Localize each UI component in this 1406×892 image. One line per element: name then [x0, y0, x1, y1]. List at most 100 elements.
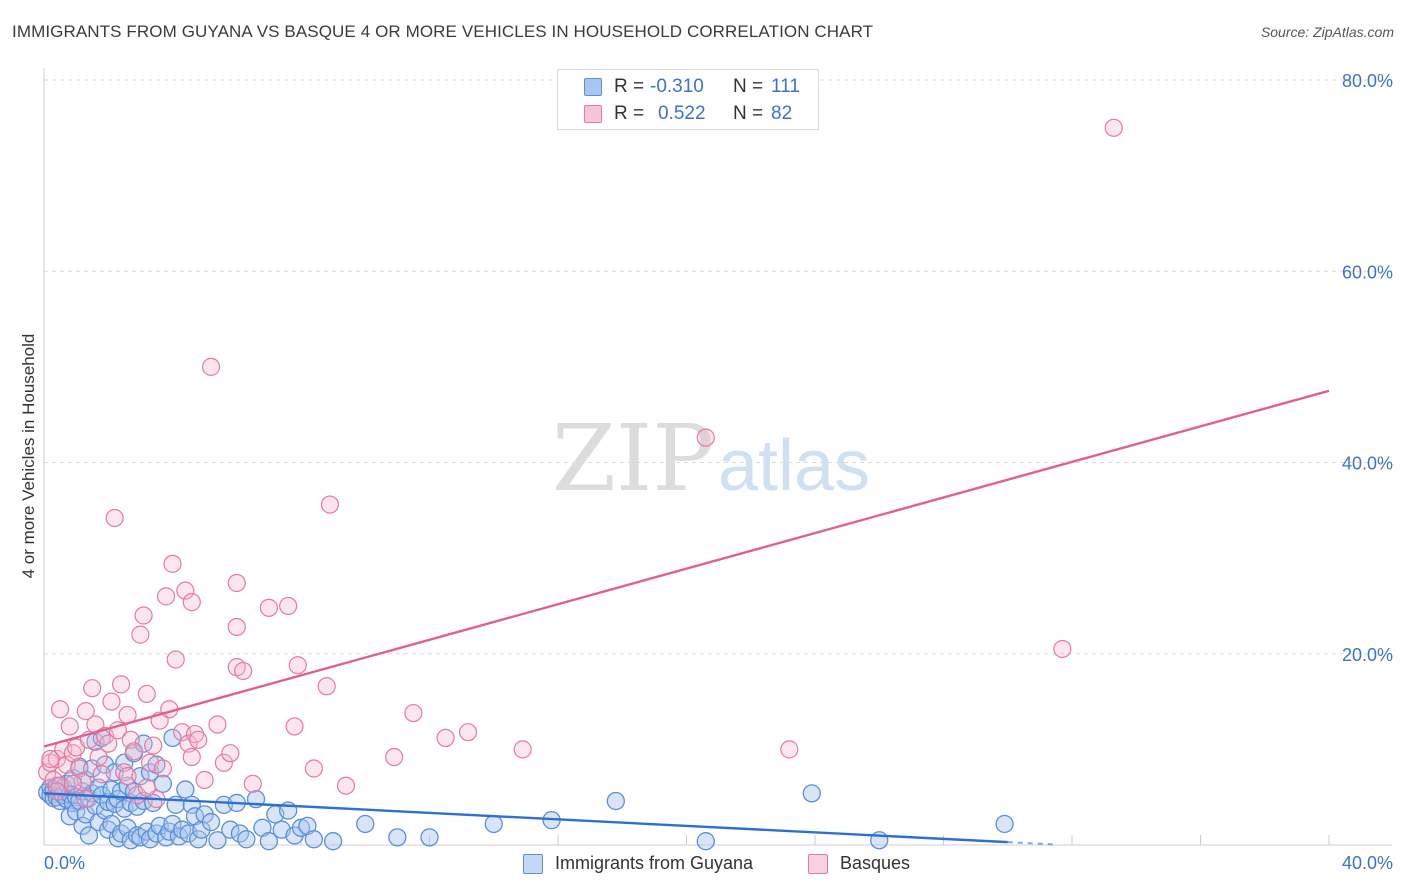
guyana-point [388, 828, 407, 847]
basques-point [243, 774, 262, 793]
guyana-point [995, 814, 1014, 834]
basques-point [47, 782, 66, 801]
basques-point [47, 749, 66, 769]
chart-source: Source: ZipAtlas.com [1260, 24, 1394, 40]
guyana-point [606, 791, 625, 811]
watermark-zip: ZIP [552, 405, 714, 512]
basques-trend-line [43, 389, 1330, 748]
basques-point [1053, 639, 1072, 659]
basques-point [458, 723, 478, 742]
y-axis-label: 4 or more Vehicles in Household [19, 334, 38, 579]
guyana-trend-line [43, 792, 1008, 844]
basques-point [385, 747, 404, 767]
basques-point [63, 774, 83, 793]
guyana-point [153, 774, 173, 793]
basques-point [336, 776, 356, 795]
basques-point [76, 789, 95, 809]
legend-row-guyana: R = -0.310 N = 111 [558, 75, 818, 99]
legend-n-value: 82 [771, 103, 793, 124]
legend-n-label: N = [733, 76, 764, 97]
basques-point [227, 573, 246, 593]
basques-point [320, 495, 340, 514]
basques-point [214, 753, 233, 772]
y-tick-label: 80.0% [1342, 71, 1393, 91]
basques-point [153, 759, 172, 778]
basques-point [404, 703, 423, 723]
guyana-point [192, 820, 211, 839]
guyana-point [304, 830, 324, 849]
basques-point [185, 724, 205, 744]
basques-point [234, 661, 253, 681]
basques-point [134, 606, 153, 625]
trend-lines [43, 389, 1330, 846]
y-tick-label: 60.0% [1342, 262, 1393, 282]
basques-point [89, 747, 108, 767]
basques-point [144, 736, 163, 755]
legend-n-value: 111 [771, 76, 800, 97]
basques-point [102, 692, 121, 711]
basques-point [50, 700, 70, 719]
basques-point [105, 508, 124, 528]
legend-r-label: R = [614, 103, 645, 124]
basques-point [111, 675, 131, 694]
basques-point [176, 581, 195, 600]
tick-labels: 20.0% 40.0% 60.0% 80.0% 0.0% 40.0% [44, 71, 1393, 873]
basques-point [163, 554, 182, 573]
y-tick-label: 40.0% [1342, 454, 1393, 474]
basques-point [128, 786, 147, 805]
correlation-legend: R = -0.310 N = 111 R = 0.522 N = 82 [557, 69, 819, 130]
basques-point [166, 650, 185, 669]
watermark: ZIP atlas [552, 405, 870, 512]
basques-point [124, 742, 144, 761]
legend-r-value: -0.310 [650, 76, 704, 97]
basques-point [137, 684, 156, 704]
basques-point [63, 744, 83, 763]
basques-point [118, 767, 137, 786]
chart-title: IMMIGRANTS FROM GUYANA VS BASQUE 4 OR MO… [12, 22, 874, 41]
guyana-point [79, 826, 99, 845]
bottom-legend-swatch-basques [808, 854, 828, 874]
basques-point [317, 677, 336, 696]
basques-point [156, 587, 176, 606]
legend-swatch-basques [584, 105, 602, 123]
guyana-point [323, 832, 343, 851]
basques-point [304, 759, 323, 778]
guyana-point [201, 812, 221, 832]
basques-point [279, 596, 298, 616]
basques-point [201, 357, 221, 376]
basques-point [182, 593, 201, 612]
guyana-point [237, 830, 256, 849]
basques-point [780, 740, 799, 759]
basques-point [285, 717, 304, 736]
watermark-atlas: atlas [718, 426, 870, 506]
guyana-point [221, 820, 240, 839]
legend-swatch-guyana [584, 78, 602, 96]
basques-point [60, 717, 79, 736]
legend-r-label: R = [614, 76, 645, 97]
basques-point [208, 715, 227, 734]
guyana-point [484, 814, 503, 834]
basques-point [513, 740, 532, 759]
guyana-trend-extension [1007, 841, 1056, 846]
basques-point [696, 428, 715, 447]
basques-point [1104, 118, 1123, 137]
guyana-point [208, 831, 227, 850]
basques-point [227, 617, 246, 637]
guyana-point [356, 814, 375, 834]
guyana-point [163, 728, 182, 748]
bottom-legend-label-basques: Basques [840, 853, 911, 873]
basques-point [99, 734, 118, 753]
basques-point [179, 734, 198, 753]
basques-point [182, 747, 201, 767]
guyana-point [189, 830, 208, 849]
x-tick-label: 0.0% [44, 853, 85, 873]
basques-point [70, 759, 89, 778]
basques-point [92, 765, 111, 784]
guyana-point [696, 832, 715, 851]
guyana-point [802, 784, 821, 803]
guyana-point [259, 832, 279, 851]
basques-point [83, 679, 102, 698]
basques-point [195, 770, 214, 790]
legend-row-basques: R = 0.522 N = 82 [558, 102, 818, 126]
